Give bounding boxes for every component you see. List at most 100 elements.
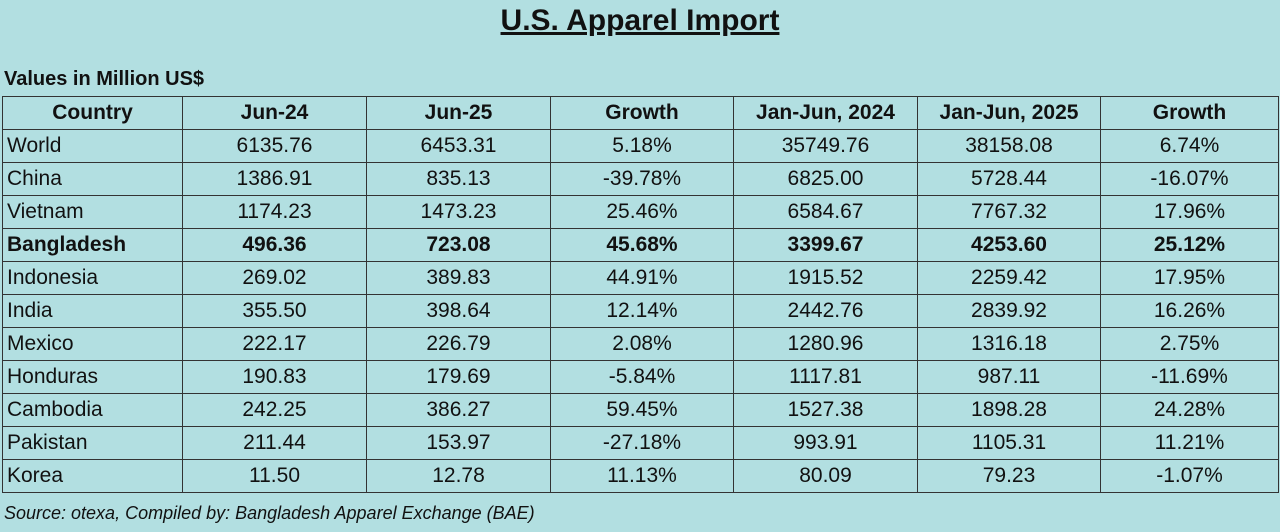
value-cell: 3399.67 bbox=[733, 228, 918, 262]
table-row: Mexico 222.17 226.79 2.08% 1280.96 1316.18 2.7… bbox=[2, 327, 1279, 361]
value-cell: 5.18% bbox=[550, 129, 734, 163]
table-row: Vietnam 1174.23 1473.23 25.46% 6584.67 7767.3… bbox=[2, 195, 1279, 229]
country-cell: World bbox=[2, 129, 183, 163]
value-cell: 11.21% bbox=[1100, 426, 1279, 460]
value-cell: -5.84% bbox=[550, 360, 734, 394]
table-row: World 6135.76 6453.31 5.18% 35749.76 38158.08… bbox=[2, 129, 1279, 163]
country-cell: Mexico bbox=[2, 327, 183, 361]
column-header: Jun-25 bbox=[366, 96, 551, 130]
value-cell: 59.45% bbox=[550, 393, 734, 427]
country-cell: Korea bbox=[2, 459, 183, 493]
value-cell: 389.83 bbox=[366, 261, 551, 295]
country-cell: China bbox=[2, 162, 183, 196]
value-cell: 1898.28 bbox=[917, 393, 1101, 427]
value-cell: 269.02 bbox=[182, 261, 367, 295]
table-row: Honduras 190.83 179.69 -5.84% 1117.81 987.11-… bbox=[2, 360, 1279, 394]
value-cell: 398.64 bbox=[366, 294, 551, 328]
value-cell: 80.09 bbox=[733, 459, 918, 493]
import-table: Country Jun-24 Jun-25 Growth Jan-Jun, 2024 Ja… bbox=[2, 96, 1279, 493]
country-cell: Cambodia bbox=[2, 393, 183, 427]
value-cell: 2259.42 bbox=[917, 261, 1101, 295]
value-cell: 5728.44 bbox=[917, 162, 1101, 196]
value-cell: 1280.96 bbox=[733, 327, 918, 361]
value-cell: 179.69 bbox=[366, 360, 551, 394]
value-cell: 2839.92 bbox=[917, 294, 1101, 328]
value-cell: 2442.76 bbox=[733, 294, 918, 328]
header-row: Country Jun-24 Jun-25 Growth Jan-Jun, 2024 Ja… bbox=[2, 96, 1279, 130]
value-cell: 993.91 bbox=[733, 426, 918, 460]
country-cell: Honduras bbox=[2, 360, 183, 394]
table-row: Cambodia 242.25 386.27 59.45% 1527.38 1898.28… bbox=[2, 393, 1279, 427]
value-cell: 11.50 bbox=[182, 459, 367, 493]
column-header: Country bbox=[2, 96, 183, 130]
value-cell: 1915.52 bbox=[733, 261, 918, 295]
country-cell: Indonesia bbox=[2, 261, 183, 295]
title: U.S. Apparel Import bbox=[500, 4, 780, 37]
value-cell: 723.08 bbox=[366, 228, 551, 262]
value-cell: 6.74% bbox=[1100, 129, 1279, 163]
column-header: Jun-24 bbox=[182, 96, 367, 130]
value-cell: 44.91% bbox=[550, 261, 734, 295]
value-cell: 11.13% bbox=[550, 459, 734, 493]
value-cell: 25.12% bbox=[1100, 228, 1279, 262]
column-header: Jan-Jun, 2025 bbox=[917, 96, 1101, 130]
table-body: World 6135.76 6453.31 5.18% 35749.76 38158.08… bbox=[2, 129, 1279, 493]
table-row: China 1386.91 835.13 -39.78% 6825.00 5728.44-… bbox=[2, 162, 1279, 196]
value-cell: 987.11 bbox=[917, 360, 1101, 394]
value-cell: 12.78 bbox=[366, 459, 551, 493]
value-cell: 222.17 bbox=[182, 327, 367, 361]
value-cell: 4253.60 bbox=[917, 228, 1101, 262]
value-cell: 6825.00 bbox=[733, 162, 918, 196]
source-note: Source: otexa, Compiled by: Bangladesh A… bbox=[4, 503, 535, 523]
country-cell: Vietnam bbox=[2, 195, 183, 229]
value-cell: 190.83 bbox=[182, 360, 367, 394]
value-cell: 17.96% bbox=[1100, 195, 1279, 229]
value-cell: 25.46% bbox=[550, 195, 734, 229]
table-row: Korea 11.50 12.78 11.13% 80.09 79.23 -1.07% bbox=[2, 459, 1279, 493]
value-cell: 6135.76 bbox=[182, 129, 367, 163]
value-cell: 355.50 bbox=[182, 294, 367, 328]
country-cell: Bangladesh bbox=[2, 228, 183, 262]
value-cell: 1473.23 bbox=[366, 195, 551, 229]
value-cell: 24.28% bbox=[1100, 393, 1279, 427]
value-cell: 6584.67 bbox=[733, 195, 918, 229]
value-cell: 6453.31 bbox=[366, 129, 551, 163]
value-cell: 79.23 bbox=[917, 459, 1101, 493]
value-cell: 242.25 bbox=[182, 393, 367, 427]
value-cell: 1386.91 bbox=[182, 162, 367, 196]
value-cell: 38158.08 bbox=[917, 129, 1101, 163]
column-header: Jan-Jun, 2024 bbox=[733, 96, 918, 130]
value-cell: 386.27 bbox=[366, 393, 551, 427]
column-header: Growth bbox=[550, 96, 734, 130]
value-cell: 835.13 bbox=[366, 162, 551, 196]
value-cell: 1174.23 bbox=[182, 195, 367, 229]
value-cell: 35749.76 bbox=[733, 129, 918, 163]
value-cell: 16.26% bbox=[1100, 294, 1279, 328]
value-cell: -11.69% bbox=[1100, 360, 1279, 394]
value-cell: 1117.81 bbox=[733, 360, 918, 394]
value-cell: -16.07% bbox=[1100, 162, 1279, 196]
value-cell: -1.07% bbox=[1100, 459, 1279, 493]
table-row: Indonesia 269.02 389.83 44.91% 1915.52 2259.4… bbox=[2, 261, 1279, 295]
value-cell: 496.36 bbox=[182, 228, 367, 262]
value-cell: 153.97 bbox=[366, 426, 551, 460]
value-cell: 2.08% bbox=[550, 327, 734, 361]
value-cell: 211.44 bbox=[182, 426, 367, 460]
value-cell: 45.68% bbox=[550, 228, 734, 262]
value-cell: 1316.18 bbox=[917, 327, 1101, 361]
value-cell: 2.75% bbox=[1100, 327, 1279, 361]
value-cell: 12.14% bbox=[550, 294, 734, 328]
value-cell: -39.78% bbox=[550, 162, 734, 196]
value-cell: 226.79 bbox=[366, 327, 551, 361]
value-cell: -27.18% bbox=[550, 426, 734, 460]
value-cell: 7767.32 bbox=[917, 195, 1101, 229]
column-header: Growth bbox=[1100, 96, 1279, 130]
country-cell: India bbox=[2, 294, 183, 328]
country-cell: Pakistan bbox=[2, 426, 183, 460]
table-row: India 355.50 398.64 12.14% 2442.76 2839.92 16.… bbox=[2, 294, 1279, 328]
table-row: Bangladesh 496.36 723.08 45.68% 3399.67 4253.… bbox=[2, 228, 1279, 262]
value-cell: 1527.38 bbox=[733, 393, 918, 427]
value-cell: 17.95% bbox=[1100, 261, 1279, 295]
subtitle: Values in Million US$ bbox=[4, 68, 205, 90]
